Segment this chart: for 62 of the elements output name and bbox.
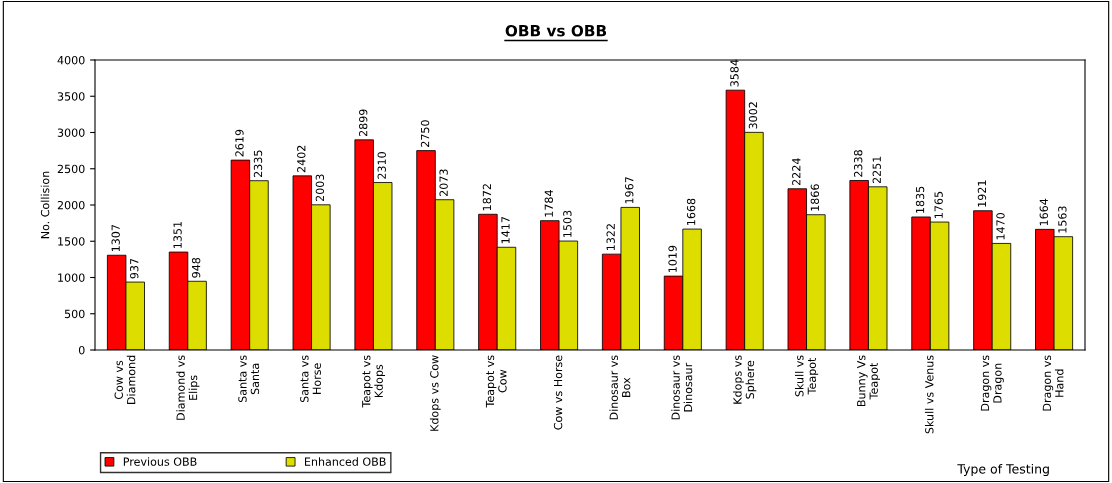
data-label: 2251 bbox=[872, 156, 881, 184]
data-label: 3002 bbox=[748, 102, 758, 129]
y-tick-label: 500 bbox=[64, 309, 85, 319]
data-label: 1866 bbox=[810, 184, 820, 211]
data-label: 1967 bbox=[625, 177, 634, 204]
data-label: 1835 bbox=[915, 186, 925, 213]
x-tick-label: Cow vs Diamond bbox=[114, 355, 136, 404]
data-label: 1921 bbox=[977, 180, 987, 207]
x-axis-title: Type of Testing bbox=[957, 463, 1049, 477]
y-tick-label: 4000 bbox=[57, 55, 85, 65]
data-label: 1563 bbox=[1058, 206, 1067, 233]
data-label: 1307 bbox=[111, 225, 120, 252]
x-tick-label: Diamond vs Elips bbox=[176, 355, 200, 420]
data-label: 1664 bbox=[1039, 198, 1049, 226]
x-tick-label: Dinosaur vs Dinosaur bbox=[671, 355, 693, 420]
data-label: 2619 bbox=[235, 129, 244, 157]
x-tick-label: Kdops vs Cow bbox=[429, 355, 441, 431]
chart-title: OBB vs OBB bbox=[505, 24, 607, 37]
data-label: 2224 bbox=[792, 158, 801, 186]
data-label: 2310 bbox=[377, 152, 386, 179]
y-tick-label: 1000 bbox=[58, 273, 85, 282]
x-tick-label: Teapot vs Cow bbox=[485, 355, 507, 408]
x-tick-label: Santa vs Horse bbox=[300, 355, 322, 403]
x-tick-label: Dragon vs Dragon bbox=[980, 355, 1004, 411]
y-tick-label: 3500 bbox=[57, 92, 85, 101]
data-label: 937 bbox=[130, 258, 139, 279]
data-label: 3584 bbox=[730, 59, 739, 87]
data-label: 1765 bbox=[934, 191, 943, 218]
y-tick-label: 2500 bbox=[57, 164, 85, 174]
y-tick-label: 3000 bbox=[57, 128, 85, 137]
data-label: 1351 bbox=[173, 221, 182, 248]
x-tick-label: Kdops vs Sphere bbox=[733, 355, 757, 404]
y-tick-label: 0 bbox=[78, 345, 85, 355]
data-label: 2335 bbox=[253, 150, 263, 177]
data-label: 1503 bbox=[563, 210, 572, 237]
x-tick-label: Skull vs Teapot bbox=[794, 355, 819, 397]
data-label: 1417 bbox=[501, 217, 510, 244]
y-tick-label: 2000 bbox=[57, 200, 85, 210]
legend-label: Enhanced OBB bbox=[305, 457, 386, 466]
x-tick-label: Cow vs Horse bbox=[553, 355, 563, 430]
x-tick-label: Santa vs Santa bbox=[238, 355, 260, 403]
data-label: 2402 bbox=[297, 145, 306, 173]
data-label: 1668 bbox=[686, 198, 696, 225]
y-tick-label: 1500 bbox=[58, 237, 85, 246]
data-label: 1872 bbox=[482, 184, 492, 211]
data-label: 2073 bbox=[439, 169, 448, 196]
x-tick-label: Dragon vs Hand bbox=[1042, 355, 1064, 411]
data-label: 2899 bbox=[358, 109, 368, 137]
x-tick-label: Dinosaur vs Box bbox=[609, 355, 631, 420]
x-tick-label: Teapot vs Kdops bbox=[362, 355, 386, 408]
legend-label: Previous OBB bbox=[123, 457, 197, 466]
data-label: 1019 bbox=[668, 245, 677, 272]
data-label: 1322 bbox=[606, 224, 615, 251]
data-label: 1784 bbox=[544, 190, 554, 217]
x-tick-label: Bunny Vs Teapot bbox=[857, 355, 881, 407]
data-label: 948 bbox=[191, 257, 201, 278]
data-label: 1470 bbox=[996, 212, 1005, 240]
data-label: 2338 bbox=[853, 150, 863, 177]
data-label: 2750 bbox=[420, 120, 430, 147]
data-label: 2003 bbox=[315, 174, 325, 202]
x-tick-label: Skull vs Venus bbox=[924, 355, 934, 434]
y-axis-title: No. Collision bbox=[40, 171, 50, 239]
